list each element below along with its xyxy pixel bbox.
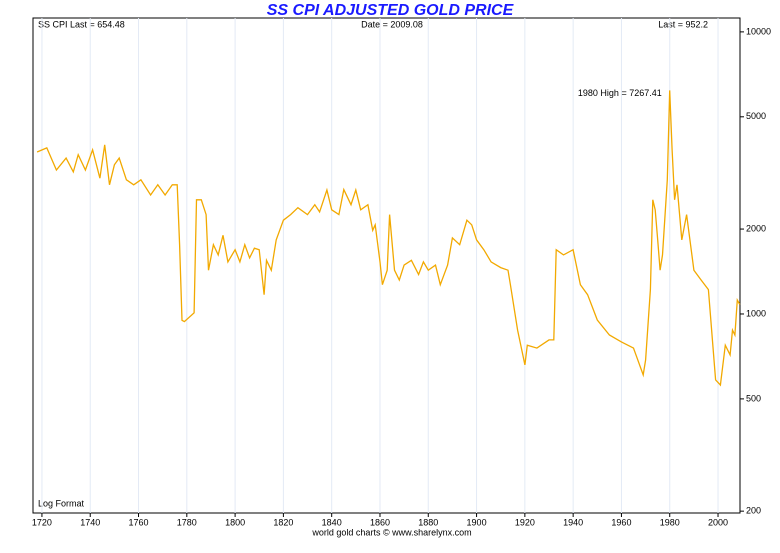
x-tick-label: 2000 (708, 517, 728, 527)
x-tick-label: 1780 (177, 517, 197, 527)
x-tick-label: 1820 (273, 517, 293, 527)
y-tick-label: 1000 (746, 308, 766, 318)
x-tick-label: 1720 (32, 517, 52, 527)
footer: world gold charts © www.sharelynx.com (311, 527, 471, 537)
y-tick-label: 500 (746, 393, 761, 403)
y-tick-label: 10000 (746, 26, 771, 36)
chart-title: SS CPI ADJUSTED GOLD PRICE (267, 2, 515, 19)
header-center: Date = 2009.08 (361, 19, 423, 29)
x-tick-label: 1800 (225, 517, 245, 527)
x-tick-label: 1960 (611, 517, 631, 527)
x-tick-label: 1920 (515, 517, 535, 527)
x-tick-label: 1740 (80, 517, 100, 527)
x-tick-label: 1940 (563, 517, 583, 527)
x-tick-label: 1900 (467, 517, 487, 527)
price-line (36, 90, 741, 387)
y-tick-label: 2000 (746, 223, 766, 233)
y-tick-label: 200 (746, 506, 761, 516)
x-tick-label: 1840 (322, 517, 342, 527)
x-tick-label: 1880 (418, 517, 438, 527)
y-tick-label: 5000 (746, 111, 766, 121)
header-left: SS CPI Last = 654.48 (38, 19, 125, 29)
x-tick-label: 1980 (660, 517, 680, 527)
format-label: Log Format (38, 498, 85, 508)
x-tick-label: 1760 (129, 517, 149, 527)
annotation: 1980 High = 7267.41 (578, 88, 662, 98)
x-tick-label: 1860 (370, 517, 390, 527)
plot-frame (32, 17, 741, 514)
header-right: Last = 952.2 (658, 19, 708, 29)
